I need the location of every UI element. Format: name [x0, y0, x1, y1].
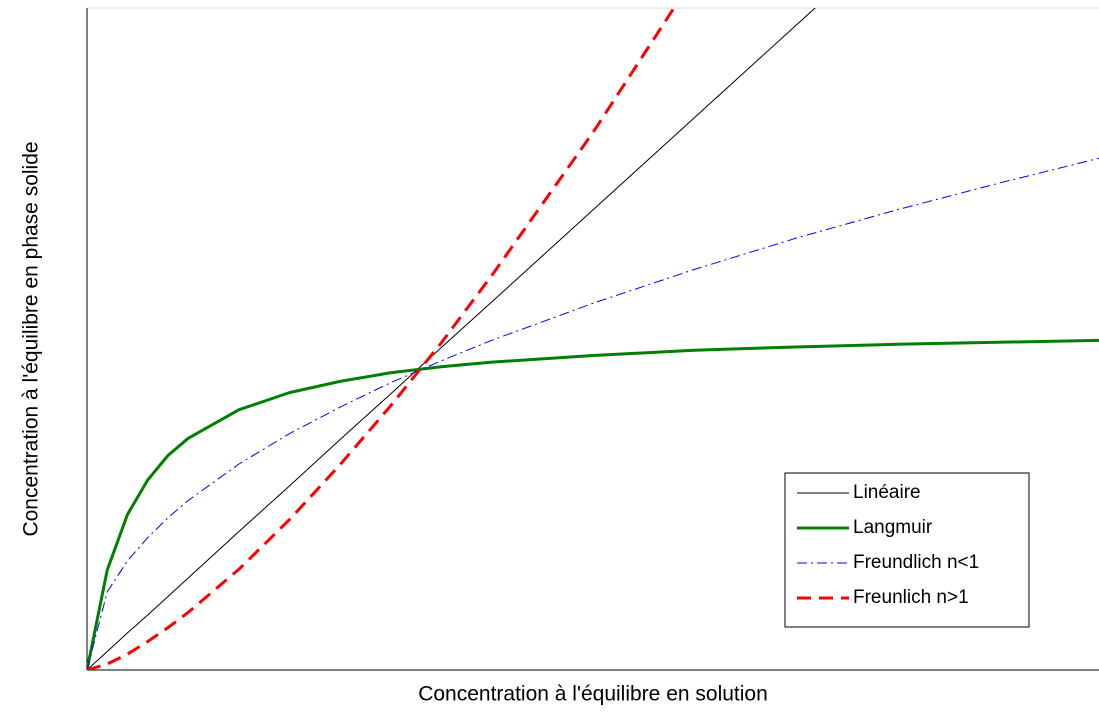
series-line — [87, 157, 1099, 670]
legend-label: Linéaire — [853, 482, 921, 503]
x-axis-label: Concentration à l'équilibre en solution — [418, 683, 768, 706]
legend-label: Freunlich n>1 — [853, 587, 969, 608]
series-line — [87, 338, 1099, 670]
legend-label: Freundlich n<1 — [853, 552, 979, 573]
legend-label: Langmuir — [853, 517, 933, 538]
series-line — [87, 8, 676, 670]
legend-box — [784, 472, 1030, 628]
y-axis-label: Concentration à l'équilibre en phase sol… — [20, 141, 43, 536]
series-line — [87, 8, 816, 670]
